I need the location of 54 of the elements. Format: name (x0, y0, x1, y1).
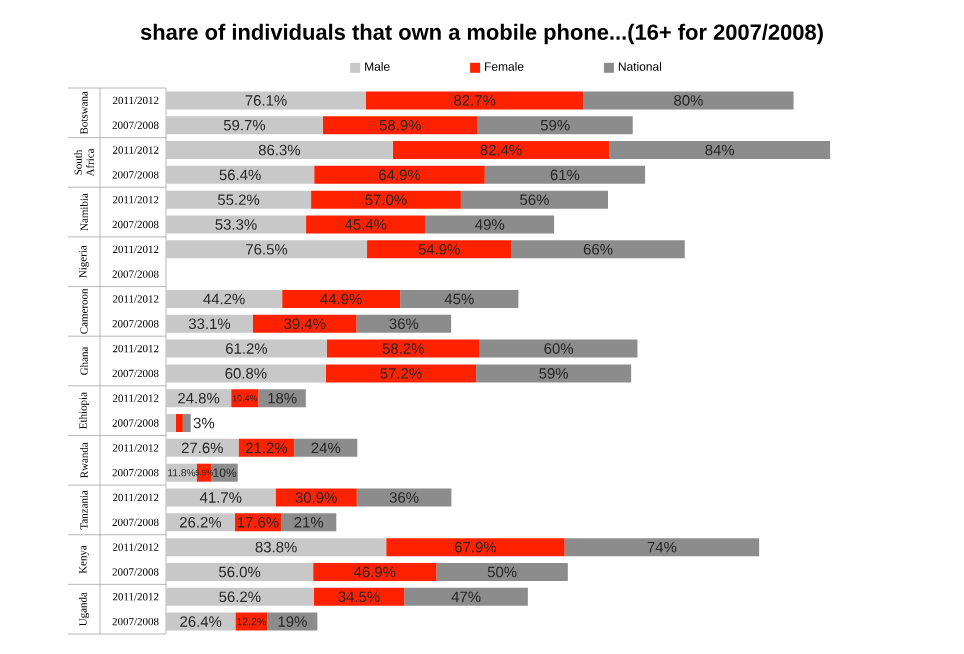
bar (166, 513, 235, 532)
bar (564, 538, 760, 557)
chart-title: share of individuals that own a mobile phone...(16+ for 2007/2008) (140, 23, 823, 45)
bar (166, 165, 315, 184)
bar (356, 488, 452, 507)
bar (166, 289, 283, 308)
bar (166, 141, 393, 160)
bar (166, 364, 326, 383)
bar (282, 289, 401, 308)
bar (356, 314, 452, 333)
bar (175, 414, 183, 433)
bar (166, 438, 239, 457)
bar (166, 215, 307, 234)
bar (275, 488, 357, 507)
bar (326, 339, 480, 358)
bar (166, 562, 314, 581)
bar (166, 190, 312, 209)
bar (166, 240, 368, 259)
bar (166, 91, 366, 110)
bar (294, 438, 358, 457)
bar (367, 240, 512, 259)
bar (166, 116, 323, 135)
bar (313, 587, 405, 606)
bar (583, 91, 794, 110)
bar (477, 116, 633, 135)
bar (166, 339, 327, 358)
bar (386, 538, 565, 557)
bar (484, 165, 646, 184)
bar (425, 215, 555, 234)
bar (166, 414, 176, 433)
bar (166, 314, 253, 333)
bar (166, 488, 276, 507)
bar (365, 91, 584, 110)
bar (231, 389, 259, 408)
bar (166, 538, 387, 557)
bar (314, 165, 485, 184)
bar (252, 314, 357, 333)
bar (404, 587, 528, 606)
bar (460, 190, 609, 209)
bar (392, 141, 610, 160)
bar (311, 190, 461, 209)
bar (479, 339, 638, 358)
bar (322, 116, 478, 135)
bar (511, 240, 685, 259)
bar (306, 215, 426, 234)
bar (182, 414, 191, 433)
bar (400, 289, 519, 308)
bar (476, 364, 632, 383)
bar (325, 364, 477, 383)
bar (436, 562, 568, 581)
bar (313, 562, 437, 581)
bar (281, 513, 337, 532)
bar (166, 587, 314, 606)
bar (609, 141, 831, 160)
